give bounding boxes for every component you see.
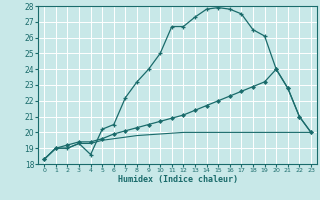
X-axis label: Humidex (Indice chaleur): Humidex (Indice chaleur) [118,175,238,184]
